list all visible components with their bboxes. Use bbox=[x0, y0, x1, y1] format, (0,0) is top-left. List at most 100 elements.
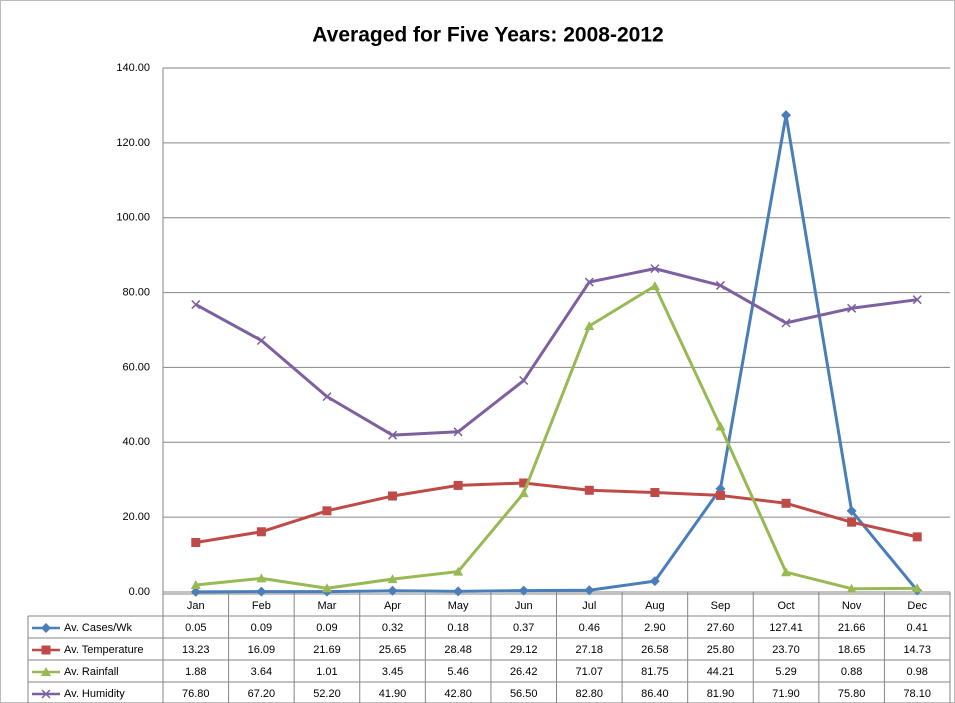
table-cell: 1.01 bbox=[316, 666, 337, 678]
marker bbox=[518, 585, 529, 596]
marker bbox=[191, 300, 201, 310]
marker bbox=[388, 430, 398, 440]
y-tick-label: 100.00 bbox=[116, 212, 150, 224]
marker bbox=[649, 576, 660, 587]
table-cell: 25.80 bbox=[707, 644, 735, 656]
table-cell: 67.20 bbox=[248, 688, 276, 700]
table-cell: 75.80 bbox=[838, 688, 866, 700]
table-cell: 26.42 bbox=[510, 666, 538, 678]
marker bbox=[256, 335, 266, 346]
y-tick-label: 60.00 bbox=[122, 361, 150, 373]
x-tick-label: Jan bbox=[187, 600, 205, 612]
table-cell: 14.73 bbox=[903, 644, 931, 656]
marker bbox=[190, 586, 201, 597]
table-cell: 18.65 bbox=[838, 644, 866, 656]
x-tick-label: Jul bbox=[582, 600, 596, 612]
table-cell: 41.90 bbox=[379, 688, 407, 700]
legend-label: Av. Humidity bbox=[64, 688, 125, 700]
table-cell: 21.66 bbox=[838, 622, 866, 634]
marker bbox=[387, 585, 398, 596]
marker bbox=[912, 532, 922, 542]
legend-label: Av. Rainfall bbox=[64, 666, 119, 678]
y-tick-label: 0.00 bbox=[129, 586, 150, 598]
table-cell: 0.05 bbox=[185, 622, 206, 634]
table-cell: 42.80 bbox=[444, 688, 472, 700]
marker bbox=[847, 517, 857, 527]
marker bbox=[321, 583, 332, 593]
table-cell: 28.48 bbox=[444, 644, 472, 656]
marker bbox=[387, 574, 398, 584]
marker bbox=[256, 586, 267, 597]
x-tick-label: Sep bbox=[711, 600, 731, 612]
marker bbox=[519, 478, 529, 488]
marker bbox=[190, 579, 201, 589]
table-cell: 0.32 bbox=[382, 622, 403, 634]
series-line bbox=[195, 267, 918, 437]
marker bbox=[846, 583, 857, 593]
table-cell: 1.88 bbox=[185, 666, 206, 678]
y-tick-label: 120.00 bbox=[116, 137, 150, 149]
marker bbox=[649, 281, 660, 291]
x-tick-label: Nov bbox=[842, 600, 862, 612]
table-cell: 82.80 bbox=[576, 688, 604, 700]
marker bbox=[518, 488, 529, 498]
marker bbox=[715, 421, 726, 431]
marker bbox=[584, 277, 594, 287]
table-cell: 0.41 bbox=[906, 622, 927, 634]
marker bbox=[584, 320, 595, 330]
x-tick-label: Oct bbox=[777, 600, 794, 612]
table-cell: 25.65 bbox=[379, 644, 407, 656]
table-cell: 76.80 bbox=[182, 688, 210, 700]
table-cell: 71.07 bbox=[576, 666, 604, 678]
series-line bbox=[195, 481, 918, 544]
marker bbox=[584, 485, 594, 495]
x-tick-label: May bbox=[448, 600, 469, 612]
x-tick-label: Jun bbox=[515, 600, 533, 612]
x-tick-label: Mar bbox=[317, 600, 336, 612]
marker bbox=[41, 623, 51, 633]
y-tick-label: 140.00 bbox=[116, 62, 150, 74]
marker bbox=[41, 667, 51, 676]
table-cell: 5.46 bbox=[447, 666, 468, 678]
legend-label: Av. Cases/Wk bbox=[64, 622, 133, 634]
x-tick-label: Aug bbox=[645, 600, 665, 612]
marker bbox=[453, 586, 464, 597]
table-cell: 0.88 bbox=[841, 666, 862, 678]
marker bbox=[322, 392, 332, 402]
marker bbox=[453, 480, 463, 490]
marker bbox=[650, 264, 660, 274]
table-cell: 16.09 bbox=[248, 644, 276, 656]
table-cell: 81.75 bbox=[641, 666, 669, 678]
table-cell: 5.29 bbox=[775, 666, 796, 678]
table-cell: 3.45 bbox=[382, 666, 403, 678]
marker bbox=[781, 318, 791, 328]
chart-title: Averaged for Five Years: 2008-2012 bbox=[312, 24, 663, 47]
x-tick-label: Dec bbox=[907, 600, 927, 612]
marker bbox=[453, 427, 463, 437]
marker bbox=[781, 110, 792, 121]
x-tick-label: Feb bbox=[252, 600, 271, 612]
marker bbox=[256, 573, 267, 583]
table-cell: 52.20 bbox=[313, 688, 341, 700]
marker bbox=[322, 506, 332, 516]
marker bbox=[715, 280, 725, 290]
table-cell: 56.50 bbox=[510, 688, 538, 700]
marker bbox=[912, 583, 923, 593]
table-cell: 44.21 bbox=[707, 666, 735, 678]
table-cell: 0.46 bbox=[579, 622, 600, 634]
table-cell: 127.41 bbox=[769, 622, 803, 634]
marker bbox=[584, 585, 595, 596]
table-cell: 3.64 bbox=[251, 666, 272, 678]
y-tick-label: 40.00 bbox=[122, 436, 150, 448]
table-cell: 0.18 bbox=[447, 622, 468, 634]
table-cell: 71.90 bbox=[772, 688, 800, 700]
marker bbox=[846, 505, 857, 516]
marker bbox=[912, 295, 922, 305]
table-cell: 21.69 bbox=[313, 644, 341, 656]
table-cell: 0.37 bbox=[513, 622, 534, 634]
legend-label: Av. Temperature bbox=[64, 644, 144, 656]
marker bbox=[191, 537, 201, 547]
table-cell: 81.90 bbox=[707, 688, 735, 700]
table-cell: 86.40 bbox=[641, 688, 669, 700]
